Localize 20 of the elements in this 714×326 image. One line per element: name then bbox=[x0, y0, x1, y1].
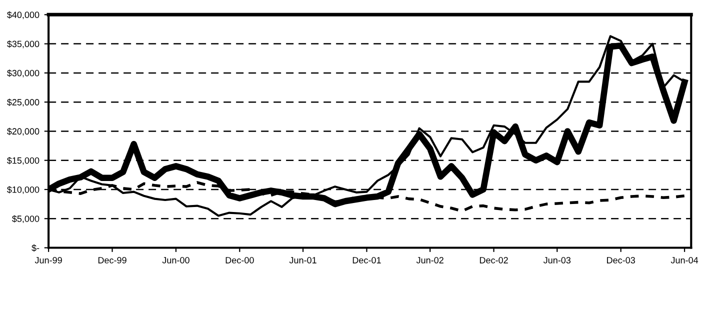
x-tick-label: Jun-99 bbox=[34, 257, 62, 264]
y-tick-label: $35,000 bbox=[6, 40, 40, 48]
x-tick-label: Dec-00 bbox=[226, 257, 254, 264]
x-tick-label: Dec-99 bbox=[98, 257, 126, 264]
y-tick-label: $15,000 bbox=[6, 156, 40, 165]
x-tick-label: Jun-02 bbox=[416, 257, 444, 264]
y-tick-label: $30,000 bbox=[6, 70, 40, 78]
x-tick-label: Jun-04 bbox=[670, 257, 698, 264]
x-tick-label: Dec-03 bbox=[607, 257, 635, 264]
x-tick-label: Jun-01 bbox=[289, 257, 316, 264]
y-tick-label: $25,000 bbox=[6, 98, 40, 107]
y-tick-label: $40,000 bbox=[6, 11, 40, 20]
y-tick-label: $20,000 bbox=[6, 128, 40, 136]
y-tick-label: $5,000 bbox=[12, 215, 40, 224]
x-tick-label: Jun-00 bbox=[162, 257, 190, 264]
x-tick-label: Dec-01 bbox=[352, 257, 381, 264]
y-tick-label: $- bbox=[32, 244, 40, 252]
x-tick-label: Dec-02 bbox=[480, 257, 508, 264]
x-tick-label: Jun-03 bbox=[543, 257, 571, 264]
y-tick-label: $10,000 bbox=[6, 186, 40, 194]
